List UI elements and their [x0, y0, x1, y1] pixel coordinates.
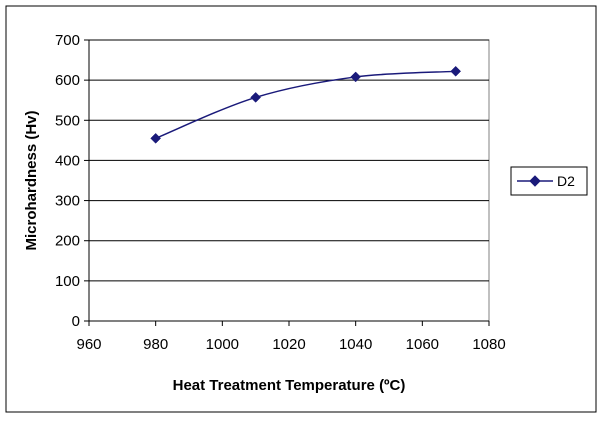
y-tick-label: 100: [55, 273, 80, 290]
y-tick-label: 600: [55, 72, 80, 89]
plot-area: [88, 39, 490, 322]
legend: D2: [510, 166, 588, 196]
data-point-d2: [150, 132, 162, 144]
x-tick-label: 980: [143, 336, 168, 353]
y-tick-label: 300: [55, 193, 80, 210]
gridlines: [89, 39, 489, 282]
y-axis-title: Microhardness (Hv): [23, 110, 40, 250]
series-line-d2: [155, 70, 456, 140]
x-tick-label: 1080: [472, 336, 505, 353]
x-tick-label: 960: [76, 336, 101, 353]
y-tick-label: 400: [55, 152, 80, 169]
y-tick-label: 0: [72, 313, 80, 330]
x-axis-title: Heat Treatment Temperature (ºC): [173, 377, 406, 394]
legend-marker-d2: [529, 175, 541, 187]
x-tick-label: 1040: [339, 336, 372, 353]
axes: 0 100 200 300 400 500 600 700 960 980 1000 1020 1040…: [55, 32, 506, 353]
series-layer: [150, 65, 462, 144]
data-point-d2: [250, 92, 262, 103]
x-tick-label: 1060: [406, 336, 439, 353]
data-point-d2: [450, 65, 462, 77]
y-tick-label: 500: [55, 112, 80, 129]
y-tick-label: 200: [55, 233, 80, 250]
legend-label-d2: D2: [557, 173, 575, 189]
x-tick-label: 1000: [206, 336, 239, 353]
data-point-d2: [350, 71, 362, 83]
x-tick-label: 1020: [272, 336, 305, 353]
y-tick-label: 700: [55, 32, 80, 49]
